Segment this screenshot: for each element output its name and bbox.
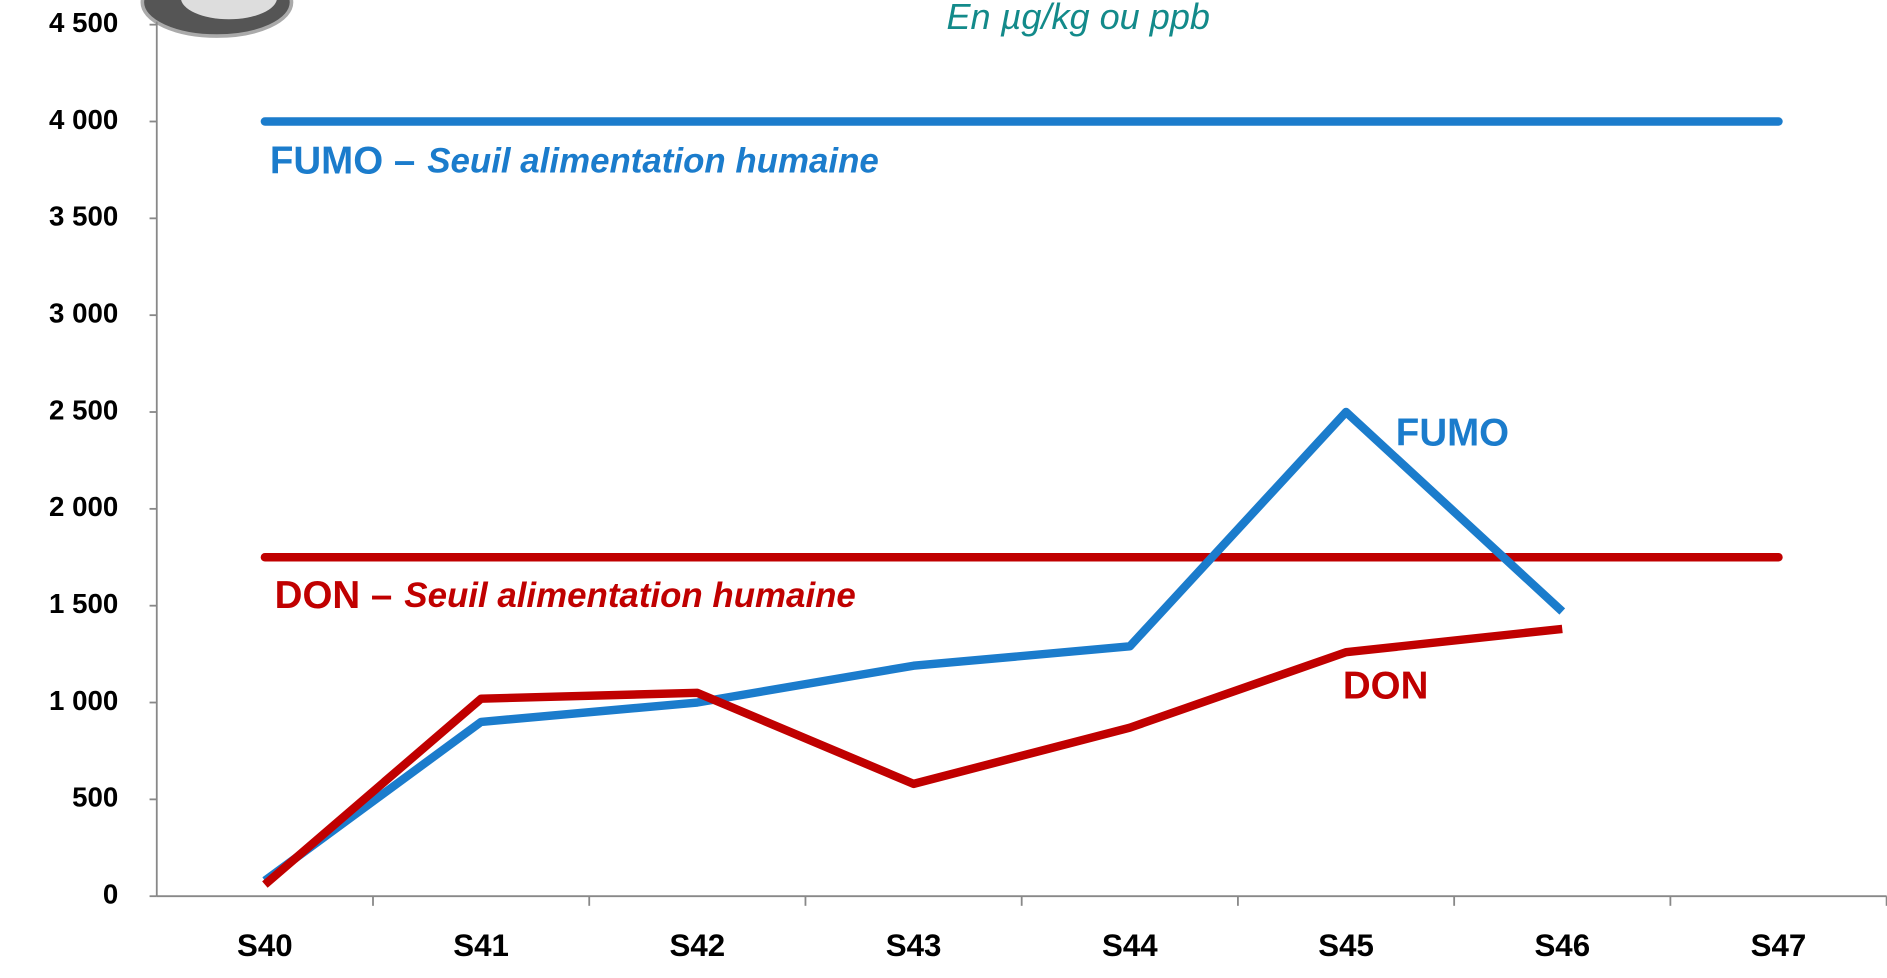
chart-subtitle: En µg/kg ou ppb	[946, 0, 1210, 37]
x-tick-label: S47	[1751, 928, 1807, 963]
series-label: FUMO	[1396, 412, 1509, 455]
threshold-label: FUMO – Seuil alimentation humaine	[270, 140, 879, 183]
x-tick-label: S45	[1318, 928, 1374, 963]
x-tick-label: S41	[453, 928, 509, 963]
threshold-note: Seuil alimentation humaine	[427, 142, 879, 181]
y-tick-label: 4 500	[49, 7, 118, 38]
y-tick-label: 3 500	[49, 201, 118, 232]
logo	[142, 0, 291, 36]
threshold-name: FUMO –	[270, 140, 415, 183]
x-tick-label: S46	[1534, 928, 1590, 963]
y-tick-label: 3 000	[49, 297, 118, 328]
x-tick-label: S42	[670, 928, 726, 963]
threshold-name: DON –	[275, 574, 393, 617]
x-tick-label: S40	[237, 928, 293, 963]
series-label: DON	[1343, 664, 1429, 707]
chart: En µg/kg ou ppb 0 500 1 000 1 500 2 000 2 500…	[0, 0, 1887, 978]
y-tick-label: 500	[72, 782, 118, 813]
x-tick-label: S43	[886, 928, 942, 963]
threshold-label: DON – Seuil alimentation humaine	[275, 574, 856, 617]
y-tick-label: 2 000	[49, 491, 118, 522]
y-tick-label: 2 500	[49, 394, 118, 425]
threshold-note: Seuil alimentation humaine	[404, 576, 856, 615]
y-tick-label: 1 000	[49, 685, 118, 716]
y-tick-label: 0	[103, 879, 118, 910]
y-tick-label: 4 000	[49, 104, 118, 135]
y-tick-label: 1 500	[49, 588, 118, 619]
x-tick-label: S44	[1102, 928, 1158, 963]
